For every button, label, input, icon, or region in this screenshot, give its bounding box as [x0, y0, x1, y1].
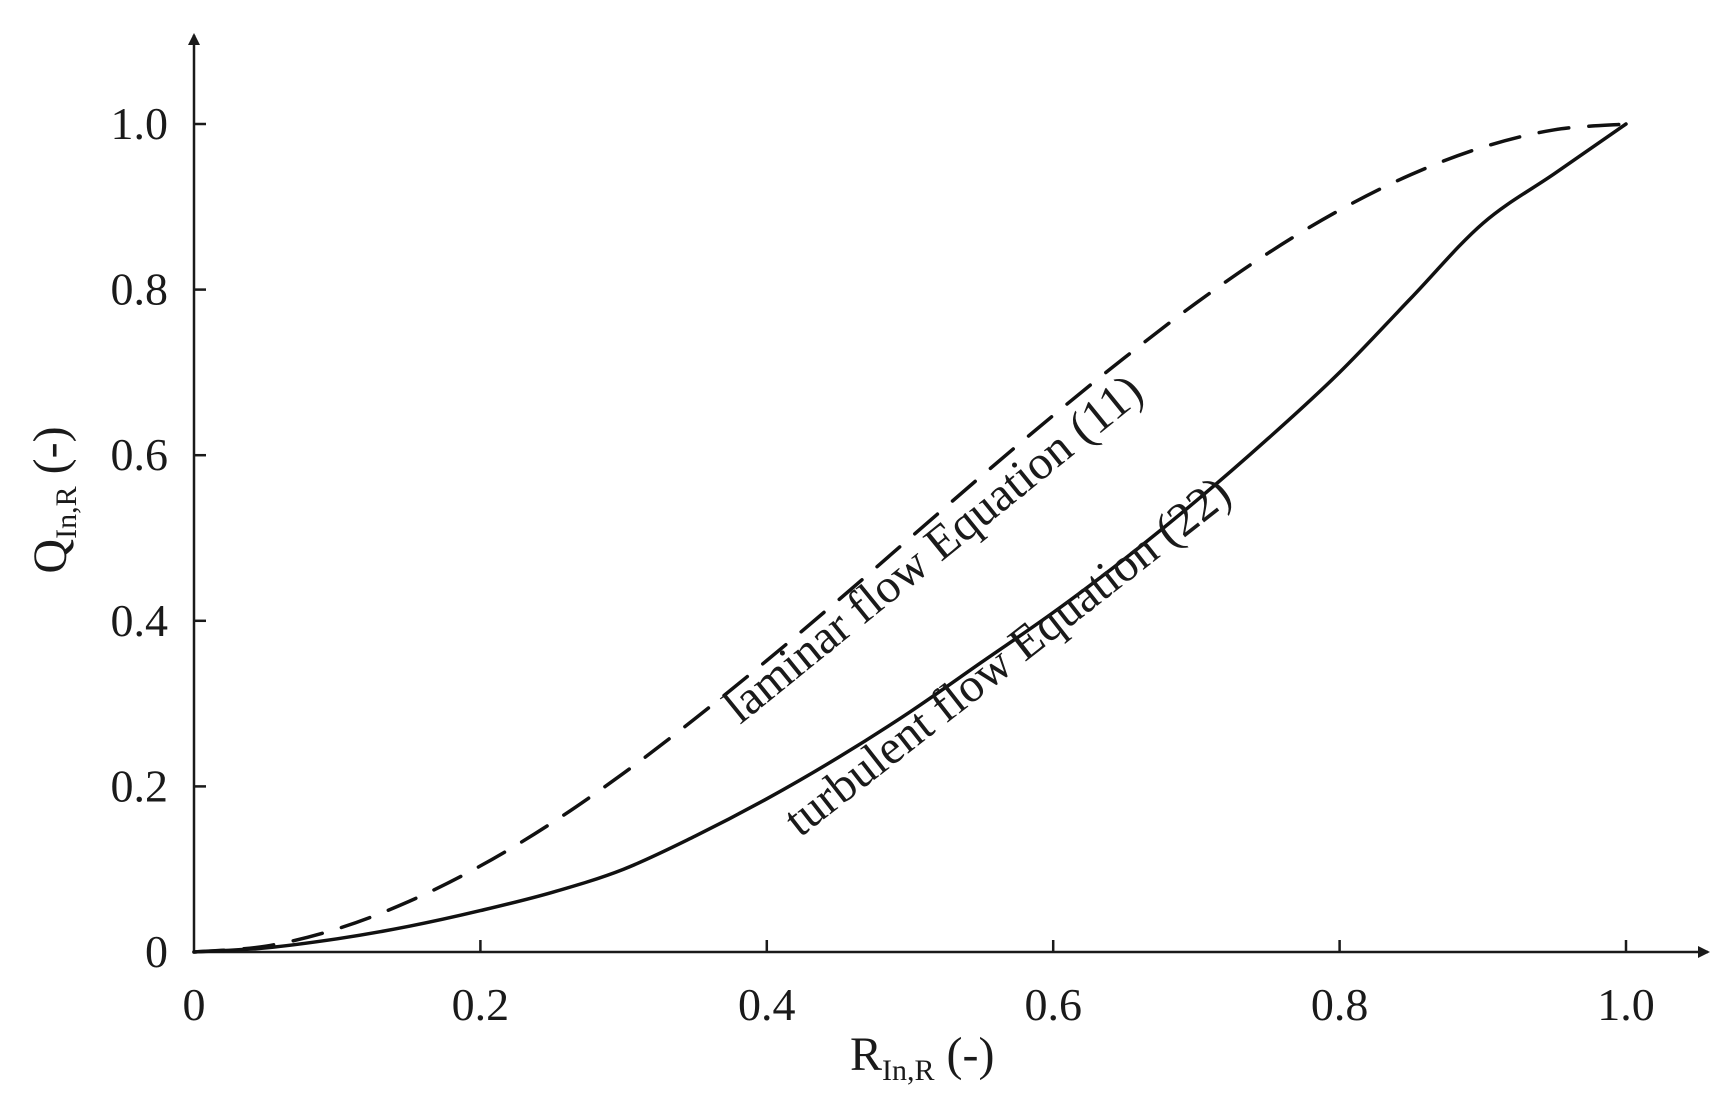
y-tick-label-0: 0: [145, 926, 168, 977]
y-tick-label-2: 0.4: [111, 595, 169, 646]
x-axis-ticks: 0 0.2 0.4 0.6 0.8 1.0: [183, 940, 1655, 1030]
x-tick-label-5: 1.0: [1597, 979, 1655, 1030]
y-tick-label-1: 0.2: [111, 760, 169, 811]
x-tick-label-2: 0.4: [738, 979, 796, 1030]
laminar-series-line: [192, 122, 1628, 954]
series-layer: [192, 122, 1628, 954]
x-tick-label-3: 0.6: [1024, 979, 1082, 1030]
y-tick-label-4: 0.8: [111, 264, 169, 315]
y-axis-ticks: 0 0.2 0.4 0.6 0.8 1.0: [111, 98, 206, 977]
x-axis-title-unit: (-): [947, 1028, 995, 1081]
laminar-series-label: laminar flow Equation (11): [714, 364, 1153, 734]
turbulent-series-label: turbulent flow Equation (22): [774, 466, 1240, 847]
turbulent-series-line: [192, 122, 1628, 954]
y-tick-label-5: 1.0: [111, 98, 169, 149]
x-tick-label-4: 0.8: [1311, 979, 1369, 1030]
x-tick-label-1: 0.2: [452, 979, 510, 1030]
x-tick-label-0: 0: [183, 979, 206, 1030]
x-axis-title-sub: In,R: [882, 1054, 935, 1087]
y-axis-title: QIn,R (-): [24, 426, 83, 573]
x-axis-title: RIn,R (-): [850, 1028, 994, 1087]
y-axis-title-unit: (-): [24, 426, 77, 474]
y-axis-title-sub: In,R: [50, 486, 83, 539]
y-axis-title-main: Q: [24, 539, 77, 574]
x-axis-title-main: R: [850, 1028, 882, 1081]
y-tick-label-3: 0.6: [111, 429, 169, 480]
